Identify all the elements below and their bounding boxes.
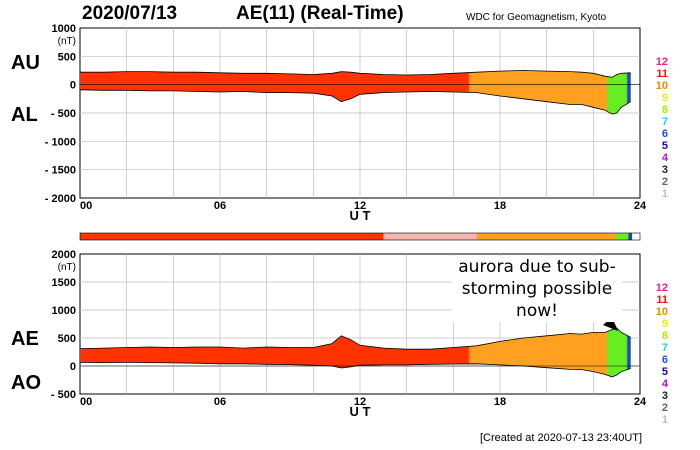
station-band-blue: [628, 233, 633, 240]
legend-entry-p2: 7: [662, 342, 668, 354]
legend-entry-p1: 9: [662, 92, 668, 104]
y-tick-label-p1: - 1500: [45, 165, 76, 177]
y-tick-label-p1: 0: [70, 80, 76, 92]
x-tick-label-p1: 18: [494, 200, 506, 212]
legend-entry-p1: 12: [656, 56, 668, 68]
legend-entry-p2: 10: [656, 306, 668, 318]
legend-entry-p2: 4: [662, 378, 669, 390]
y-tick-label-p2: 2000: [52, 249, 76, 261]
legend-entry-p1: 6: [662, 128, 668, 140]
y-tick-label-p2: 0: [70, 361, 76, 373]
station-band-orange: [476, 233, 616, 240]
y-tick-label-p2: - 500: [51, 389, 76, 401]
x-tick-label-p2: 18: [494, 396, 506, 408]
y-unit-label-p2: (nT): [58, 262, 76, 273]
x-tick-label-p1: 00: [80, 200, 92, 212]
series-line-al: [79, 89, 631, 115]
al-label: AL: [11, 104, 38, 126]
station-band-frame: [79, 232, 641, 241]
legend-entry-p1: 4: [662, 152, 669, 164]
legend-entry-p2: 8: [662, 330, 668, 342]
y-tick-label-p1: - 2000: [45, 193, 76, 205]
chart-date: 2020/07/13: [82, 3, 178, 24]
y-tick-label-p2: 500: [58, 333, 76, 345]
chart-title: AE(11) (Real-Time): [236, 3, 404, 24]
y-tick-label-p2: 1000: [52, 305, 76, 317]
x-tick-label-p2: 06: [214, 396, 226, 408]
legend-entry-p2: 12: [656, 282, 668, 294]
y-tick-label-p2: 1500: [52, 277, 76, 289]
x-tick-label-p1: 24: [634, 200, 647, 212]
y-tick-label-p1: 500: [58, 51, 76, 63]
area-fill-p1: [80, 70, 631, 115]
legend-entry-p2: 11: [656, 294, 668, 306]
legend-entry-p2: 6: [662, 354, 668, 366]
legend-entry-p2: 3: [662, 390, 668, 402]
y-tick-label-p1: - 500: [51, 108, 76, 120]
legend-entry-p1: 10: [656, 80, 668, 92]
y-tick-label-p1: 1000: [52, 23, 76, 35]
legend-entry-p1: 11: [656, 68, 668, 80]
legend-entry-p1: 1: [662, 188, 668, 200]
x-tick-label-p2: 24: [634, 396, 647, 408]
x-axis-label-p1: U T: [350, 208, 371, 223]
x-tick-label-p1: 06: [214, 200, 226, 212]
aurora-annotation: aurora due to sub-storming possible now!: [452, 256, 622, 322]
legend-entry-p2: 1: [662, 414, 668, 426]
station-band-red: [80, 233, 477, 240]
x-tick-label-p1: 12: [354, 200, 366, 212]
series-line-au: [80, 70, 631, 78]
x-axis-label-p2: U T: [350, 404, 371, 419]
legend-entry-p1: 7: [662, 116, 668, 128]
legend-entry-p1: 2: [662, 176, 668, 188]
series-line-ao: [79, 361, 631, 378]
area-fill-p2: [80, 327, 631, 377]
series-line-ae: [79, 327, 631, 350]
y-tick-label-p1: - 1000: [45, 136, 76, 148]
annotation-arrow-head: [603, 317, 618, 331]
station-band-gap: [383, 233, 477, 240]
y-unit-label-p1: (nT): [58, 36, 76, 47]
legend-entry-p2: 2: [662, 402, 668, 414]
created-timestamp: [Created at 2020-07-13 23:40UT]: [480, 432, 643, 444]
legend-entry-p2: 9: [662, 318, 668, 330]
legend-entry-p1: 5: [662, 140, 668, 152]
station-band-green: [615, 233, 629, 240]
legend-entry-p1: 3: [662, 164, 668, 176]
ae-label: AE: [11, 328, 39, 350]
au-label: AU: [11, 52, 40, 74]
ao-label: AO: [11, 372, 41, 394]
x-tick-label-p2: 00: [80, 396, 92, 408]
data-source: WDC for Geomagnetism, Kyoto: [466, 12, 607, 23]
legend-entry-p1: 8: [662, 104, 668, 116]
legend-entry-p2: 5: [662, 366, 668, 378]
x-tick-label-p2: 12: [354, 396, 366, 408]
